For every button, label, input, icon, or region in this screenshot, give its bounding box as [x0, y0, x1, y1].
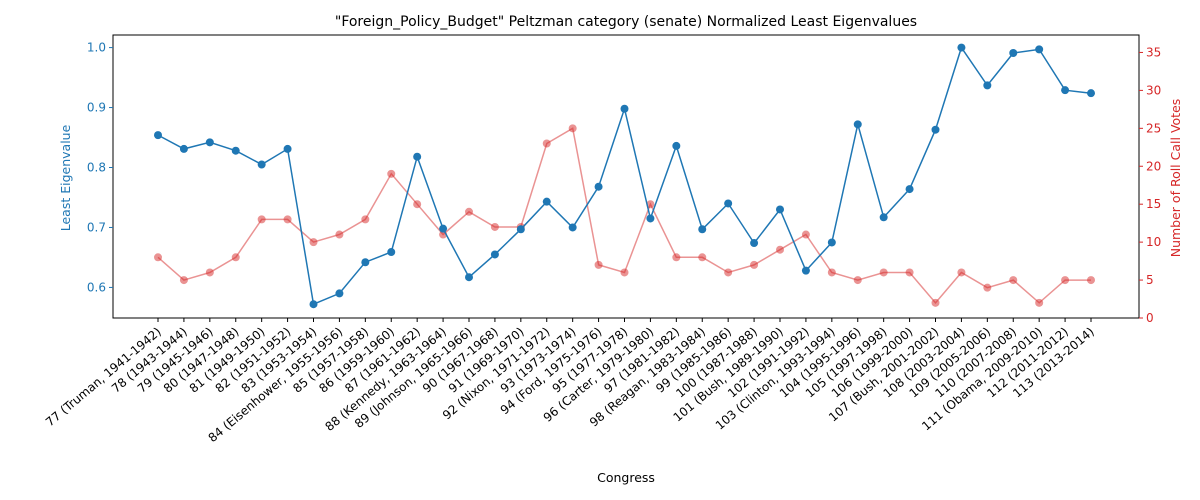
votes-point	[776, 245, 784, 254]
y-left-tick-label: 0.9	[87, 101, 106, 115]
votes-point	[801, 230, 810, 239]
votes-point	[905, 268, 914, 277]
votes-point	[672, 253, 681, 262]
y-left-tick-label: 0.6	[87, 280, 106, 294]
eigenvalue-point	[1061, 86, 1070, 95]
votes-point	[879, 268, 888, 277]
eigenvalue-point	[231, 146, 240, 155]
eigenvalue-point	[827, 238, 836, 247]
eigenvalue-point	[361, 258, 370, 267]
eigenvalue-point	[309, 300, 318, 309]
eigenvalue-point	[724, 199, 733, 208]
votes-point	[620, 268, 629, 277]
votes-point	[931, 298, 940, 307]
y-axis-right-label: Number of Roll Call Votes	[1168, 99, 1183, 258]
eigenvalue-point	[568, 223, 577, 232]
eigenvalue-series-line	[157, 45, 1092, 306]
x-axis-label: Congress	[597, 470, 655, 485]
votes-point	[750, 260, 759, 269]
eigenvalue-point	[335, 289, 344, 298]
y-right-tick-label: 5	[1146, 273, 1154, 287]
votes-point	[568, 124, 577, 133]
eigenvalue-point	[542, 197, 551, 206]
y-right-tick-label: 25	[1146, 121, 1161, 135]
eigenvalue-point	[801, 266, 810, 275]
eigenvalue-point	[439, 224, 448, 233]
eigenvalue-point	[750, 239, 759, 248]
eigenvalue-point	[283, 144, 292, 153]
eigenvalue-point	[594, 182, 603, 191]
y-left-tick-label: 0.8	[87, 161, 106, 175]
eigenvalue-point	[154, 131, 162, 140]
y-left-tick-label: 1.0	[87, 41, 106, 55]
eigenvalue-point	[983, 81, 992, 90]
eigenvalue-point	[179, 144, 188, 153]
eigenvalue-point	[672, 141, 681, 150]
votes-point	[957, 268, 966, 277]
votes-series-line	[157, 127, 1091, 304]
votes-point	[698, 253, 707, 262]
votes-point	[1061, 276, 1070, 285]
eigenvalue-point	[1009, 48, 1018, 57]
eigenvalue-point	[1035, 45, 1044, 54]
votes-point	[594, 260, 603, 269]
votes-point	[1009, 276, 1018, 285]
votes-point	[490, 222, 499, 231]
eigenvalue-point	[776, 205, 784, 214]
votes-point	[309, 238, 318, 247]
votes-point	[983, 283, 992, 292]
eigenvalue-point	[1087, 89, 1095, 98]
y-right-tick-label: 15	[1146, 197, 1161, 211]
votes-point	[646, 200, 655, 209]
votes-point	[205, 268, 214, 277]
eigenvalue-point	[646, 214, 655, 223]
eigenvalue-point	[490, 250, 499, 259]
y-axis-left-label: Least Eigenvalue	[58, 124, 73, 231]
votes-point	[1035, 298, 1044, 307]
votes-point	[335, 230, 344, 239]
eigenvalue-point	[957, 43, 966, 52]
votes-point	[179, 276, 188, 285]
y-left-tick-label: 0.7	[87, 220, 106, 234]
votes-point	[827, 268, 836, 277]
votes-point	[283, 215, 292, 224]
votes-point	[231, 253, 240, 262]
eigenvalue-point	[853, 120, 862, 129]
y-right-tick-label: 0	[1146, 311, 1154, 325]
votes-point	[257, 215, 266, 224]
eigenvalue-point	[905, 185, 914, 194]
plot-frame	[112, 34, 1140, 319]
votes-point	[387, 169, 396, 178]
eigenvalue-point	[205, 138, 214, 147]
eigenvalue-point	[413, 152, 422, 161]
eigenvalue-point	[516, 225, 525, 234]
eigenvalue-point	[879, 213, 888, 222]
votes-point	[413, 200, 422, 209]
votes-point	[465, 207, 473, 216]
eigenvalue-point	[698, 225, 707, 234]
votes-point	[154, 253, 162, 262]
eigenvalue-point	[387, 248, 396, 257]
eigenvalue-point	[931, 125, 940, 134]
y-right-tick-label: 30	[1146, 83, 1161, 97]
eigenvalue-point	[257, 160, 266, 169]
votes-point	[1087, 276, 1095, 285]
votes-point	[853, 276, 862, 285]
y-right-tick-label: 10	[1146, 235, 1161, 249]
y-right-tick-label: 35	[1146, 45, 1161, 59]
votes-point	[724, 268, 733, 277]
eigenvalue-point	[465, 273, 473, 282]
votes-point	[361, 215, 370, 224]
chart-title: "Foreign_Policy_Budget" Peltzman categor…	[335, 14, 917, 30]
y-right-tick-label: 20	[1146, 159, 1161, 173]
eigenvalue-point	[620, 104, 629, 113]
votes-point	[542, 139, 551, 148]
